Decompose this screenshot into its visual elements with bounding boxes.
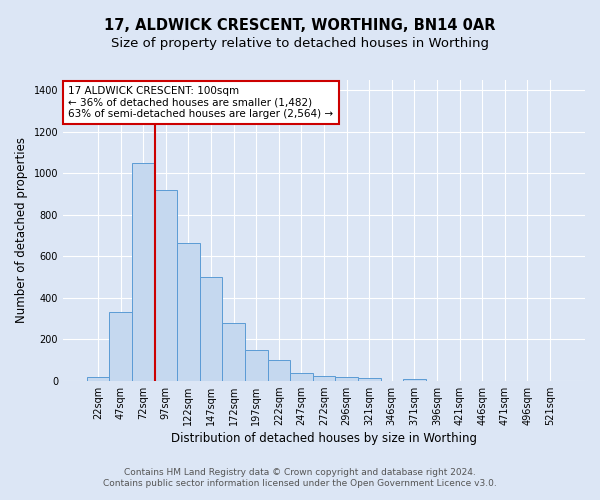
Bar (358, 378, 380, 380)
Bar (132, 163, 155, 380)
Bar (290, 373, 313, 380)
Bar (335, 376, 358, 380)
Bar (223, 322, 245, 380)
Text: 17 ALDWICK CRESCENT: 100sqm
← 36% of detached houses are smaller (1,482)
63% of : 17 ALDWICK CRESCENT: 100sqm ← 36% of det… (68, 86, 334, 119)
Bar (177, 243, 200, 380)
Y-axis label: Number of detached properties: Number of detached properties (15, 138, 28, 324)
Bar (268, 360, 290, 380)
Bar (155, 190, 177, 380)
Text: Contains HM Land Registry data © Crown copyright and database right 2024.
Contai: Contains HM Land Registry data © Crown c… (103, 468, 497, 487)
Bar (245, 350, 268, 380)
Text: Size of property relative to detached houses in Worthing: Size of property relative to detached ho… (111, 38, 489, 51)
Bar (403, 378, 426, 380)
Bar (87, 376, 109, 380)
X-axis label: Distribution of detached houses by size in Worthing: Distribution of detached houses by size … (171, 432, 477, 445)
Text: 17, ALDWICK CRESCENT, WORTHING, BN14 0AR: 17, ALDWICK CRESCENT, WORTHING, BN14 0AR (104, 18, 496, 32)
Bar (313, 376, 335, 380)
Bar (200, 277, 223, 380)
Bar (109, 312, 132, 380)
